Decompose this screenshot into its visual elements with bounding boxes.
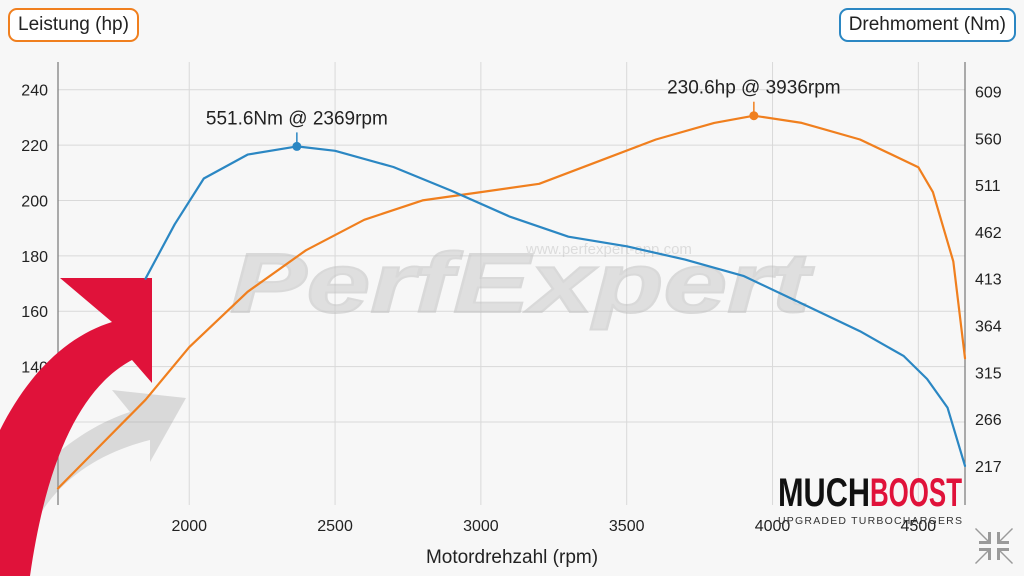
peak-marker: [292, 141, 302, 151]
annotation-label: 230.6hp @ 3936rpm: [667, 78, 841, 99]
right-axis-pill-label: Drehmoment (Nm): [848, 14, 1006, 35]
collapse-arrows-icon[interactable]: [975, 528, 1013, 564]
y-right-tick-label: 462: [975, 225, 1002, 242]
left-axis-pill: Leistung (hp): [8, 8, 139, 42]
x-tick-label: 2000: [171, 518, 207, 535]
red-arrow-graphic: [0, 278, 186, 576]
y-right-tick-label: 217: [975, 459, 1002, 476]
right-axis-pill: Drehmoment (Nm): [838, 8, 1016, 42]
x-tick-label: 2500: [317, 518, 353, 535]
arrow-shadow: [0, 390, 186, 560]
x-axis-label: Motordrehzahl (rpm): [426, 547, 598, 568]
muchboost-logo: MUCH BOOST UPGRADED TURBOCHARGERS: [778, 471, 962, 527]
y-right-tick-label: 560: [975, 131, 1002, 148]
brand-name-part2: BOOST: [870, 471, 962, 515]
y-left-tick-label: 160: [21, 304, 48, 321]
brand-tagline: UPGRADED TURBOCHARGERS: [778, 515, 962, 527]
watermark-url: www.perfexpert-app.com: [525, 241, 692, 258]
annotation-label: 551.6Nm @ 2369rpm: [206, 108, 388, 129]
watermark-logo: PerfExpert: [230, 236, 814, 330]
x-tick-label: 3500: [609, 518, 645, 535]
y-left-tick-label: 180: [21, 249, 48, 266]
torque-curve: [144, 145, 967, 467]
left-axis-pill-label: Leistung (hp): [18, 14, 129, 35]
y-right-tick-label: 364: [975, 319, 1002, 336]
x-tick-label: 4500: [901, 518, 937, 535]
y-left-tick-label: 240: [21, 83, 48, 100]
x-tick-label: 3000: [463, 518, 499, 535]
annotations: 551.6Nm @ 2369rpm 230.6hp @ 3936rpm: [206, 78, 841, 151]
y-right-tick-label: 315: [975, 365, 1002, 382]
y-right-tick-label: 413: [975, 272, 1002, 289]
brand-name-part1: MUCH: [778, 471, 870, 515]
power-curve: [56, 114, 967, 490]
series: [56, 114, 967, 490]
y-right-tick-label: 266: [975, 412, 1002, 429]
y-right-tick-label: 511: [975, 178, 1001, 195]
red-arrow: [0, 278, 152, 576]
y-left-tick-label: 220: [21, 138, 48, 155]
perfexpert-watermark: PerfExpert www.perfexpert-app.com: [229, 235, 815, 331]
grid: [58, 62, 965, 505]
peak-marker: [749, 111, 759, 121]
y-left-tick-label: 200: [21, 193, 48, 210]
y-right-tick-label: 609: [975, 85, 1002, 102]
x-tick-label: 4000: [755, 518, 791, 535]
